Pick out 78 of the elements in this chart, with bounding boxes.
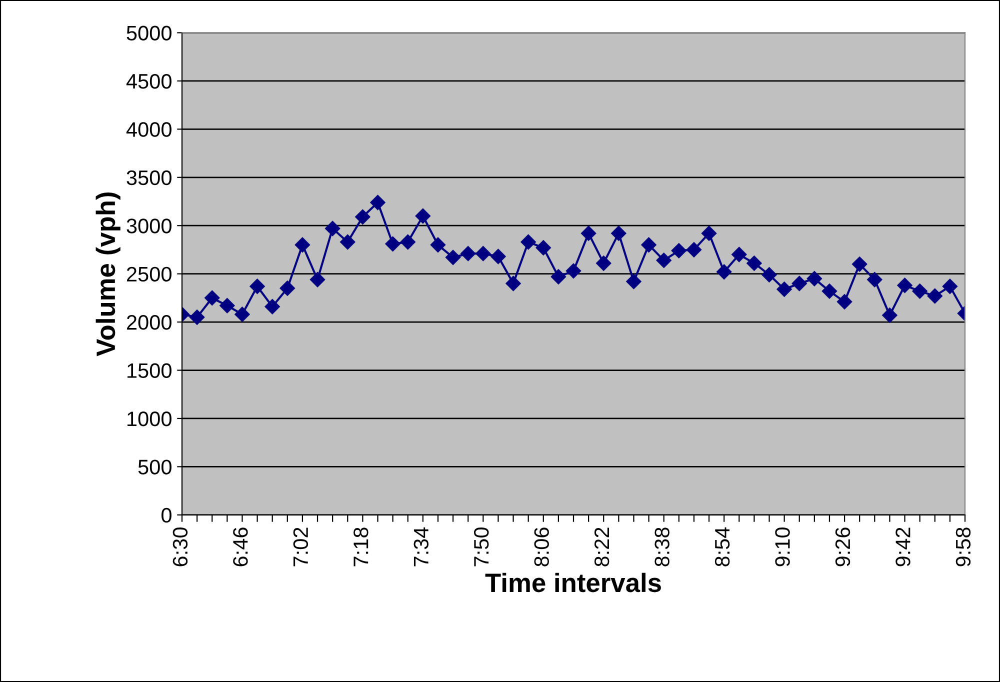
point	[220, 298, 235, 314]
point	[626, 274, 642, 290]
point	[520, 234, 536, 250]
x-tick-label: 6:46	[233, 528, 248, 566]
point	[250, 278, 265, 294]
x-tick-label: 6:30	[172, 528, 188, 566]
point	[325, 220, 340, 236]
x-tick-label: 7:50	[474, 528, 489, 566]
x-tick-label: 9:42	[896, 528, 910, 566]
point	[370, 194, 386, 210]
y-tick-label: 3500	[126, 170, 172, 186]
y-tick-label: 1500	[128, 363, 172, 378]
point	[762, 267, 777, 282]
y-tick-label: 3000	[126, 218, 172, 234]
point	[912, 284, 928, 299]
point	[280, 280, 295, 296]
point	[310, 272, 326, 288]
point	[460, 246, 476, 262]
point	[400, 234, 416, 250]
y-tick-label: 0	[162, 508, 172, 523]
point	[355, 209, 370, 224]
point	[942, 278, 958, 294]
x-tick-label: 9:26	[835, 528, 850, 566]
point	[596, 256, 612, 271]
point	[550, 269, 566, 284]
point	[806, 271, 822, 286]
point	[506, 276, 521, 292]
point	[476, 246, 491, 262]
point	[536, 240, 551, 256]
y-tick-label: 500	[138, 460, 172, 474]
y-tick-label: 4000	[126, 122, 172, 137]
point	[716, 264, 732, 280]
x-tick-label: 7:18	[354, 528, 368, 566]
point	[340, 234, 356, 250]
point	[701, 226, 717, 241]
x-tick-label: 9:58	[956, 528, 971, 566]
point	[776, 282, 792, 297]
y-tick-label: 1000	[128, 411, 172, 426]
point	[490, 248, 506, 264]
x-tick-label: 8:54	[714, 527, 730, 566]
y-tick-label: 5000	[126, 26, 172, 40]
point	[671, 243, 686, 258]
point	[836, 294, 852, 310]
point	[264, 299, 280, 314]
point	[852, 256, 868, 272]
y-tick-label: 4500	[126, 74, 172, 89]
x-tick-label: 8:38	[654, 528, 670, 566]
point	[430, 237, 446, 252]
point	[732, 246, 747, 262]
point	[580, 226, 596, 241]
point	[882, 308, 898, 323]
point	[822, 284, 838, 299]
point	[641, 237, 656, 252]
x-tick-label: 8:22	[594, 528, 610, 566]
point	[897, 278, 912, 293]
point	[927, 288, 942, 304]
point	[611, 226, 626, 241]
point	[792, 276, 807, 292]
point	[385, 236, 400, 252]
point	[445, 250, 461, 265]
y-tick-label: 2500	[126, 266, 172, 282]
point	[746, 256, 762, 271]
point	[415, 208, 430, 224]
y-tick-label: 2000	[126, 315, 172, 330]
x-tick-label: 7:02	[293, 528, 308, 566]
point	[204, 290, 220, 306]
point	[867, 272, 882, 288]
point	[566, 263, 582, 278]
x-tick-label: 7:34	[414, 527, 429, 566]
x-tick-label: 8:06	[534, 528, 549, 566]
point	[686, 242, 702, 258]
x-tick-label: 9:10	[775, 528, 790, 566]
point	[656, 252, 672, 268]
point	[294, 237, 310, 252]
point	[189, 310, 205, 325]
x-axis-title: Time intervals	[485, 572, 661, 592]
point	[234, 306, 250, 322]
y-axis-title: Volume (vph)	[96, 192, 120, 356]
